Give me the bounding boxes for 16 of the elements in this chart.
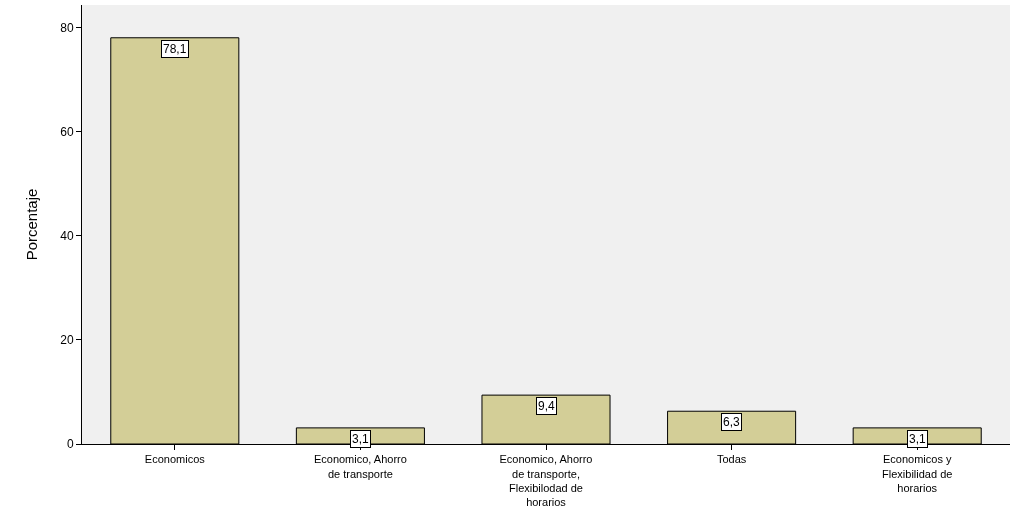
y-tick-label: 0 xyxy=(66,437,74,452)
y-tick-label: 60 xyxy=(60,125,74,140)
y-tick-label: 20 xyxy=(60,333,74,348)
x-tick-label: Economicos xyxy=(144,453,206,466)
y-axis-title: Porcentaje xyxy=(23,188,41,261)
x-tick-label: Todas xyxy=(716,453,747,466)
x-tick-label: Economicos y Flexibilidad de horarios xyxy=(882,453,953,494)
data-label: 3,1 xyxy=(352,432,370,446)
data-label: 9,4 xyxy=(538,399,556,413)
y-tick-label: 80 xyxy=(60,21,74,36)
x-tick-label: Economico, Ahorro de transporte, Flexibilodad de horarios xyxy=(499,453,593,506)
x-tick-label: Economico, Ahorro de transporte xyxy=(313,453,407,480)
data-label: 78,1 xyxy=(163,42,187,56)
data-label: 6,3 xyxy=(723,415,741,429)
data-label: 3,1 xyxy=(909,432,927,446)
y-tick-label: 40 xyxy=(60,229,74,244)
